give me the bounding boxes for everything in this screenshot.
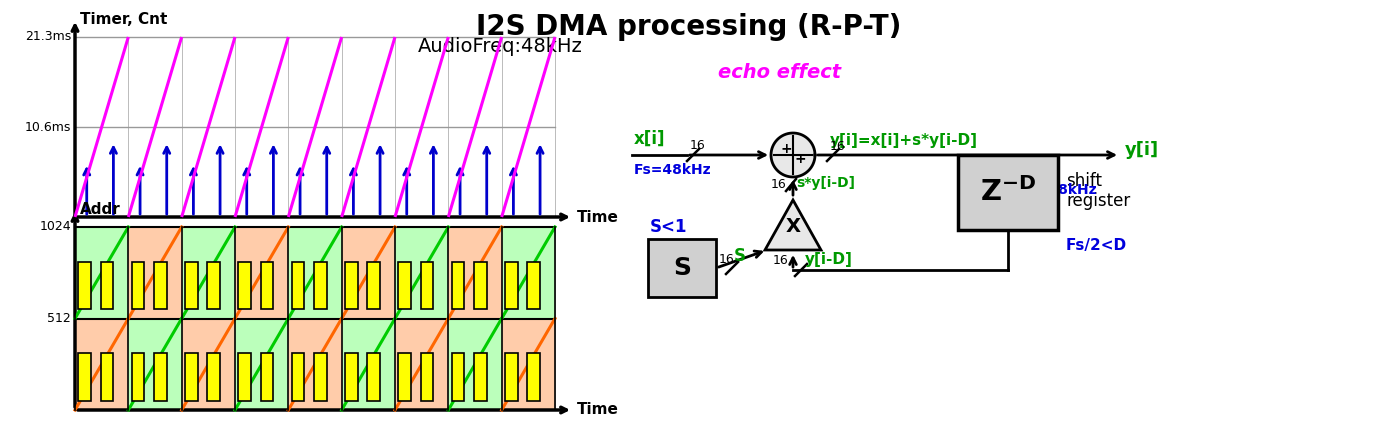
Text: shift: shift bbox=[1067, 171, 1102, 190]
Bar bbox=[342, 227, 395, 319]
Text: 1024: 1024 bbox=[40, 221, 72, 234]
Text: S: S bbox=[672, 256, 690, 280]
Text: y[i]=x[i]+s*y[i-D]: y[i]=x[i]+s*y[i-D] bbox=[830, 133, 978, 148]
Bar bbox=[502, 319, 555, 410]
Bar bbox=[236, 319, 288, 410]
Bar bbox=[395, 227, 448, 319]
Text: y[i]: y[i] bbox=[1124, 141, 1159, 159]
Bar bbox=[236, 227, 288, 319]
Bar bbox=[314, 262, 327, 309]
Bar bbox=[504, 262, 518, 309]
Bar bbox=[648, 239, 717, 297]
Bar bbox=[288, 227, 342, 319]
Text: 21.3ms: 21.3ms bbox=[25, 31, 72, 44]
Bar bbox=[448, 227, 502, 319]
Bar bbox=[474, 262, 486, 309]
Bar bbox=[154, 262, 167, 309]
Bar bbox=[131, 353, 145, 401]
Text: S<1: S<1 bbox=[650, 218, 688, 236]
Bar bbox=[74, 319, 128, 410]
Bar bbox=[128, 319, 182, 410]
Text: 16: 16 bbox=[772, 254, 788, 267]
Bar bbox=[420, 262, 434, 309]
Text: I2S DMA processing (R-P-T): I2S DMA processing (R-P-T) bbox=[477, 13, 901, 41]
Bar bbox=[292, 262, 305, 309]
Bar bbox=[185, 353, 197, 401]
Bar bbox=[79, 353, 91, 401]
Text: S: S bbox=[734, 247, 745, 265]
Text: x[i]: x[i] bbox=[634, 130, 666, 148]
Text: y[i-D]: y[i-D] bbox=[805, 252, 853, 267]
Bar bbox=[398, 262, 411, 309]
Text: Fs=48kHz: Fs=48kHz bbox=[1020, 183, 1098, 197]
Text: 16: 16 bbox=[830, 140, 846, 153]
Text: Fs/2<D: Fs/2<D bbox=[1067, 238, 1127, 253]
Text: s*y[i-D]: s*y[i-D] bbox=[796, 177, 854, 190]
Text: Time: Time bbox=[577, 402, 619, 417]
Text: 16: 16 bbox=[772, 178, 787, 191]
Bar bbox=[452, 262, 464, 309]
Bar bbox=[504, 353, 518, 401]
Text: +: + bbox=[780, 142, 792, 156]
Bar bbox=[528, 262, 540, 309]
Bar bbox=[238, 262, 251, 309]
Text: Timer, Cnt: Timer, Cnt bbox=[80, 12, 167, 27]
Bar bbox=[74, 227, 128, 319]
Text: 16: 16 bbox=[690, 139, 706, 152]
Text: Fs=48kHz: Fs=48kHz bbox=[634, 163, 711, 177]
Bar bbox=[207, 353, 220, 401]
Bar bbox=[260, 262, 273, 309]
Polygon shape bbox=[772, 133, 814, 177]
Text: +: + bbox=[794, 152, 806, 166]
Bar bbox=[260, 353, 273, 401]
Text: 16: 16 bbox=[1011, 177, 1027, 190]
Bar bbox=[288, 319, 342, 410]
Bar bbox=[101, 353, 113, 401]
Bar bbox=[958, 155, 1058, 230]
Bar bbox=[474, 353, 486, 401]
Text: 10.6ms: 10.6ms bbox=[25, 121, 72, 134]
Bar bbox=[368, 262, 380, 309]
Bar bbox=[292, 353, 305, 401]
Bar bbox=[452, 353, 464, 401]
Bar bbox=[79, 262, 91, 309]
Text: AudioFreq:48kHz: AudioFreq:48kHz bbox=[418, 37, 583, 56]
Bar bbox=[131, 262, 145, 309]
Text: register: register bbox=[1067, 191, 1130, 210]
Bar bbox=[182, 227, 236, 319]
Text: Addr: Addr bbox=[80, 202, 121, 217]
Bar bbox=[344, 262, 358, 309]
Text: X: X bbox=[785, 217, 801, 235]
Bar bbox=[448, 319, 502, 410]
Text: $\mathbf{Z^{-D}}$: $\mathbf{Z^{-D}}$ bbox=[980, 178, 1036, 207]
Text: 16: 16 bbox=[1011, 158, 1027, 171]
Bar bbox=[314, 353, 327, 401]
Bar bbox=[420, 353, 434, 401]
Text: echo effect: echo effect bbox=[718, 64, 841, 82]
Bar bbox=[154, 353, 167, 401]
Bar bbox=[101, 262, 113, 309]
Bar bbox=[395, 319, 448, 410]
Bar bbox=[398, 353, 411, 401]
Bar bbox=[368, 353, 380, 401]
Bar bbox=[128, 227, 182, 319]
Bar bbox=[528, 353, 540, 401]
Text: 512: 512 bbox=[47, 312, 72, 325]
Bar bbox=[207, 262, 220, 309]
Bar bbox=[344, 353, 358, 401]
Bar bbox=[238, 353, 251, 401]
Bar bbox=[182, 319, 236, 410]
Bar bbox=[185, 262, 197, 309]
Bar bbox=[342, 319, 395, 410]
Polygon shape bbox=[765, 200, 821, 250]
Bar bbox=[502, 227, 555, 319]
Text: Time: Time bbox=[577, 210, 619, 224]
Text: 16: 16 bbox=[719, 253, 734, 266]
